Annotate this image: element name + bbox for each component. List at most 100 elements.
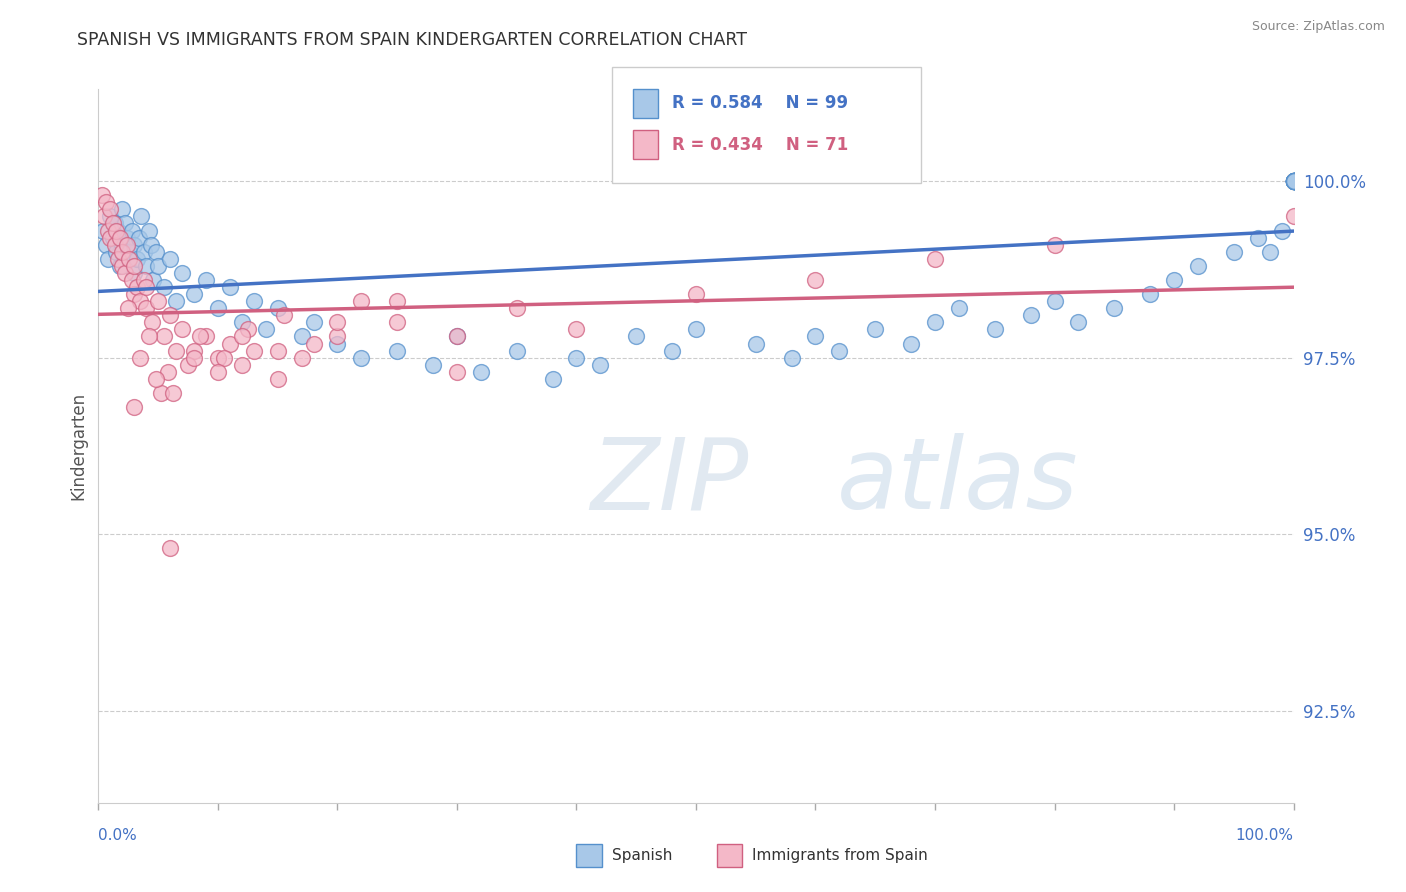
- Point: [470, 365, 492, 379]
- Point: [153, 329, 176, 343]
- Point: [165, 294, 187, 309]
- Point: [94, 195, 117, 210]
- Point: [1282, 174, 1305, 188]
- Point: [183, 343, 205, 358]
- Point: [97, 252, 120, 266]
- Point: [159, 541, 181, 556]
- Point: [291, 351, 314, 365]
- Point: [142, 273, 165, 287]
- Point: [1258, 244, 1281, 259]
- Point: [111, 202, 134, 217]
- Point: [924, 315, 946, 329]
- Point: [1282, 174, 1305, 188]
- Text: Immigrants from Spain: Immigrants from Spain: [752, 848, 928, 863]
- Point: [745, 336, 768, 351]
- Point: [114, 266, 136, 280]
- Point: [135, 280, 157, 294]
- Point: [1282, 174, 1305, 188]
- Point: [1043, 237, 1066, 252]
- Point: [207, 365, 229, 379]
- Point: [177, 358, 200, 372]
- Point: [1282, 174, 1305, 188]
- Point: [188, 329, 211, 343]
- Point: [1282, 174, 1305, 188]
- Point: [1271, 223, 1294, 237]
- Point: [124, 400, 146, 414]
- Point: [1282, 174, 1305, 188]
- Point: [422, 358, 444, 372]
- Point: [326, 315, 349, 329]
- Point: [804, 273, 827, 287]
- Point: [148, 294, 170, 309]
- Point: [159, 308, 181, 322]
- Point: [125, 252, 148, 266]
- Point: [165, 343, 187, 358]
- Text: Source: ZipAtlas.com: Source: ZipAtlas.com: [1251, 20, 1385, 33]
- Point: [267, 372, 290, 386]
- Point: [115, 230, 138, 244]
- Point: [132, 273, 155, 287]
- Point: [1187, 259, 1209, 273]
- Point: [124, 287, 146, 301]
- Point: [924, 252, 946, 266]
- Point: [129, 351, 152, 365]
- Point: [148, 259, 170, 273]
- Point: [183, 351, 205, 365]
- Text: R = 0.584    N = 99: R = 0.584 N = 99: [672, 95, 848, 112]
- Point: [98, 202, 122, 217]
- Point: [685, 287, 707, 301]
- Point: [104, 237, 127, 252]
- Point: [1139, 287, 1161, 301]
- Point: [243, 343, 266, 358]
- Point: [1282, 174, 1305, 188]
- Point: [1282, 174, 1305, 188]
- Point: [1282, 174, 1305, 188]
- Point: [446, 365, 468, 379]
- Point: [302, 336, 325, 351]
- Point: [91, 188, 114, 202]
- Point: [865, 322, 887, 336]
- Point: [685, 322, 707, 336]
- Point: [141, 315, 163, 329]
- Point: [108, 230, 131, 244]
- Point: [446, 329, 468, 343]
- Point: [107, 252, 129, 266]
- Point: [1282, 174, 1305, 188]
- Point: [1019, 308, 1042, 322]
- Point: [828, 343, 851, 358]
- Point: [101, 230, 124, 244]
- Point: [1282, 174, 1305, 188]
- Point: [207, 351, 229, 365]
- Point: [780, 351, 803, 365]
- Point: [1067, 315, 1090, 329]
- Point: [135, 301, 157, 316]
- Point: [541, 372, 564, 386]
- Point: [139, 237, 162, 252]
- Point: [1282, 210, 1305, 224]
- Point: [506, 343, 529, 358]
- Point: [267, 301, 290, 316]
- Point: [195, 329, 218, 343]
- Text: SPANISH VS IMMIGRANTS FROM SPAIN KINDERGARTEN CORRELATION CHART: SPANISH VS IMMIGRANTS FROM SPAIN KINDERG…: [77, 31, 748, 49]
- Point: [804, 329, 827, 343]
- Point: [111, 259, 134, 273]
- Point: [124, 259, 146, 273]
- Point: [948, 301, 970, 316]
- Point: [1282, 174, 1305, 188]
- Point: [254, 322, 277, 336]
- Point: [121, 273, 143, 287]
- Point: [219, 336, 242, 351]
- Point: [114, 216, 136, 230]
- Point: [506, 301, 529, 316]
- Point: [1282, 174, 1305, 188]
- Point: [1282, 174, 1305, 188]
- Text: atlas: atlas: [837, 434, 1078, 530]
- Point: [1282, 174, 1305, 188]
- Point: [138, 223, 160, 237]
- Point: [111, 244, 134, 259]
- Point: [326, 329, 349, 343]
- Point: [145, 372, 167, 386]
- Point: [129, 294, 152, 309]
- Point: [149, 386, 172, 401]
- Point: [156, 365, 179, 379]
